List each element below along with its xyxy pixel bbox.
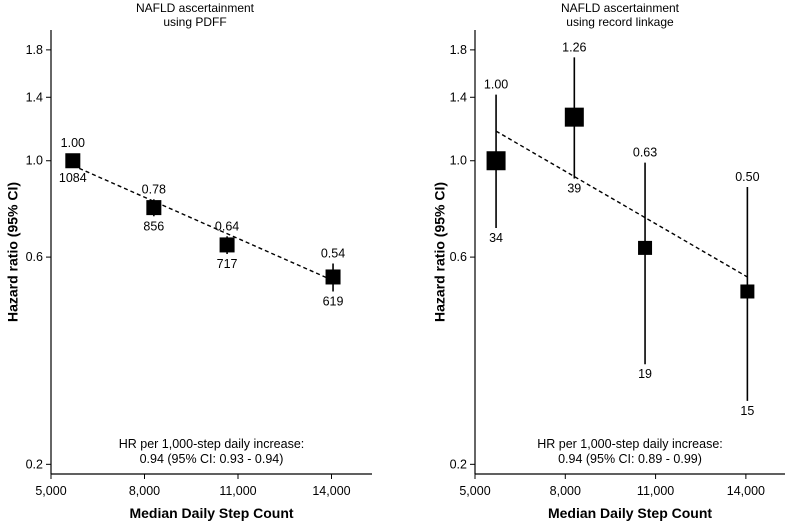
trend-line	[495, 130, 748, 278]
chart-title: NAFLD ascertainment	[561, 1, 680, 15]
hr-label: 1.00	[484, 78, 508, 92]
chart-subtitle: using PDFF	[163, 15, 226, 29]
x-tick-label: 11,000	[637, 484, 674, 498]
x-tick-label: 14,000	[312, 484, 350, 498]
hr-marker	[146, 200, 162, 216]
hr-marker	[325, 269, 341, 285]
y-tick-label: 1.4	[450, 90, 467, 104]
y-tick-label: 1.8	[450, 43, 467, 57]
hr-note-line2: 0.94 (95% CI: 0.89 - 0.99)	[558, 452, 702, 466]
n-label: 39	[567, 182, 581, 196]
n-label: 619	[323, 294, 344, 308]
n-label: 34	[489, 231, 503, 245]
n-label: 1084	[59, 171, 87, 185]
hr-label: 0.54	[321, 246, 345, 260]
hr-label: 1.26	[562, 40, 586, 54]
n-label: 856	[143, 219, 164, 233]
hr-marker	[638, 240, 653, 255]
x-tick-label: 5,000	[35, 484, 66, 498]
x-tick-label: 5,000	[459, 484, 490, 498]
hr-note-line1: HR per 1,000-step daily increase:	[119, 437, 305, 451]
x-tick-label: 14,000	[727, 484, 765, 498]
hr-note-line1: HR per 1,000-step daily increase:	[537, 437, 723, 451]
y-axis-title: Hazard ratio (95% CI)	[5, 182, 21, 322]
hr-label: 0.50	[735, 170, 759, 184]
hr-label: 0.63	[633, 146, 657, 160]
y-tick-label: 1.4	[26, 90, 43, 104]
n-label: 19	[638, 367, 652, 381]
chart-title: NAFLD ascertainment	[136, 1, 255, 15]
y-tick-label: 0.2	[450, 457, 467, 471]
y-tick-label: 0.6	[450, 250, 467, 264]
x-tick-label: 11,000	[219, 484, 256, 498]
x-tick-label: 8,000	[129, 484, 160, 498]
hr-marker	[564, 107, 584, 127]
n-label: 15	[740, 404, 754, 418]
chart-subtitle: using record linkage	[566, 15, 674, 29]
n-label: 717	[217, 257, 238, 271]
y-tick-label: 1.8	[26, 43, 43, 57]
hr-note-line2: 0.94 (95% CI: 0.93 - 0.94)	[140, 452, 284, 466]
x-axis-title: Median Daily Step Count	[548, 505, 712, 521]
x-tick-label: 8,000	[550, 484, 581, 498]
hr-label: 1.00	[61, 136, 85, 150]
hr-label: 0.78	[142, 182, 166, 196]
y-axis-title: Hazard ratio (95% CI)	[432, 182, 448, 322]
hr-label: 0.64	[215, 219, 239, 233]
hr-marker	[65, 153, 81, 169]
hr-marker	[486, 151, 506, 171]
hr-marker	[740, 284, 755, 299]
hr-marker	[219, 237, 235, 253]
y-tick-label: 0.2	[26, 457, 43, 471]
x-axis-title: Median Daily Step Count	[129, 505, 293, 521]
trend-line	[72, 164, 334, 282]
y-tick-label: 1.0	[450, 154, 467, 168]
y-tick-label: 1.0	[26, 154, 43, 168]
y-tick-label: 0.6	[26, 250, 43, 264]
